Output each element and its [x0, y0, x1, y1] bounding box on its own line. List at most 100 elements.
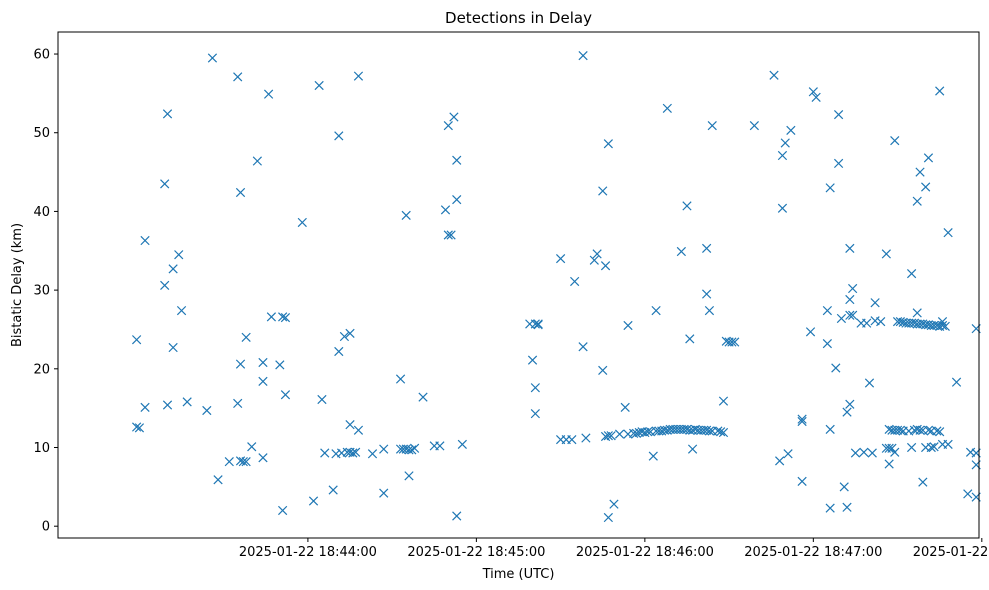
data-point: [890, 135, 900, 146]
data-point: [662, 103, 672, 113]
data-point: [862, 318, 872, 328]
data-point: [623, 320, 633, 331]
data-point: [940, 321, 950, 331]
data-point: [345, 328, 355, 339]
data-point: [348, 448, 358, 458]
data-point: [614, 429, 625, 439]
data-point: [407, 445, 417, 455]
data-point: [603, 512, 613, 523]
data-point: [533, 319, 543, 329]
plot-area-frame: [57, 31, 980, 539]
data-point: [825, 503, 835, 513]
data-point: [786, 125, 796, 135]
x-axis-title: Time (UTC): [482, 567, 555, 582]
x-tick-label: 2025-01-22 18:48:00: [913, 545, 989, 560]
data-point: [404, 471, 414, 481]
data-point: [845, 294, 855, 305]
data-point: [704, 426, 715, 436]
data-point: [570, 276, 580, 287]
data-point: [598, 365, 608, 376]
data-point: [241, 332, 251, 342]
data-point: [235, 359, 246, 369]
data-point: [320, 448, 330, 458]
data-point: [160, 179, 170, 189]
data-point: [702, 289, 712, 299]
data-point: [805, 327, 816, 337]
data-point: [643, 427, 653, 437]
data-point: [687, 444, 698, 454]
data-point: [452, 511, 462, 521]
data-point: [581, 433, 591, 443]
data-point: [578, 50, 588, 61]
data-point: [887, 443, 897, 453]
y-axis-title: Bistatic Delay (km): [10, 223, 25, 347]
data-point: [825, 183, 835, 193]
data-point: [176, 305, 187, 316]
y-tick-label: 50: [33, 126, 50, 141]
data-point: [446, 230, 456, 240]
data-point: [440, 205, 451, 215]
data-point: [567, 435, 577, 445]
data-point: [308, 496, 319, 506]
scatter-series: [131, 50, 981, 523]
data-point: [131, 335, 142, 345]
data-point: [530, 319, 540, 329]
data-point: [266, 312, 277, 322]
data-point: [842, 407, 852, 417]
data-point: [831, 363, 841, 373]
data-point: [963, 489, 973, 499]
data-point: [367, 449, 378, 459]
data-point: [912, 308, 922, 318]
data-point: [140, 235, 150, 246]
data-point: [258, 376, 268, 387]
data-point: [247, 442, 257, 452]
data-point: [850, 448, 861, 458]
data-point: [401, 210, 411, 220]
x-tick-label: 2025-01-22 18:47:00: [744, 545, 882, 560]
data-point: [339, 331, 350, 342]
data-point: [278, 312, 288, 322]
data-point: [263, 89, 274, 99]
data-point: [707, 121, 717, 131]
data-point: [839, 482, 849, 492]
data-point: [379, 444, 389, 454]
data-point: [935, 86, 945, 96]
data-point: [915, 425, 925, 435]
data-point: [937, 316, 948, 327]
data-point: [351, 447, 361, 457]
y-axis: 0 10 20 30 40 50 60: [33, 48, 58, 535]
data-point: [452, 155, 462, 165]
y-tick-label: 20: [33, 362, 50, 377]
data-point: [704, 305, 715, 316]
data-point: [926, 442, 936, 453]
data-point: [651, 305, 661, 316]
data-point: [134, 423, 145, 433]
data-point: [718, 427, 729, 438]
data-point: [881, 249, 891, 259]
data-point: [822, 305, 832, 316]
data-point: [822, 339, 832, 349]
data-point: [895, 425, 906, 435]
data-point: [578, 342, 588, 352]
data-point: [825, 424, 835, 435]
data-point: [443, 230, 453, 240]
data-point: [409, 443, 420, 453]
data-point: [297, 217, 307, 228]
data-point: [923, 425, 934, 435]
data-point: [241, 457, 251, 467]
data-point: [682, 201, 692, 211]
data-point: [207, 53, 218, 63]
data-point: [895, 316, 906, 327]
data-point: [233, 72, 243, 82]
data-point: [808, 87, 818, 97]
data-point: [278, 505, 288, 516]
data-point: [775, 456, 785, 466]
data-point: [252, 156, 262, 166]
data-point: [620, 402, 630, 412]
data-point: [845, 243, 855, 254]
data-point: [716, 427, 726, 437]
x-tick-label: 2025-01-22 18:45:00: [407, 545, 545, 560]
data-point: [718, 396, 729, 406]
data-point: [606, 431, 616, 441]
